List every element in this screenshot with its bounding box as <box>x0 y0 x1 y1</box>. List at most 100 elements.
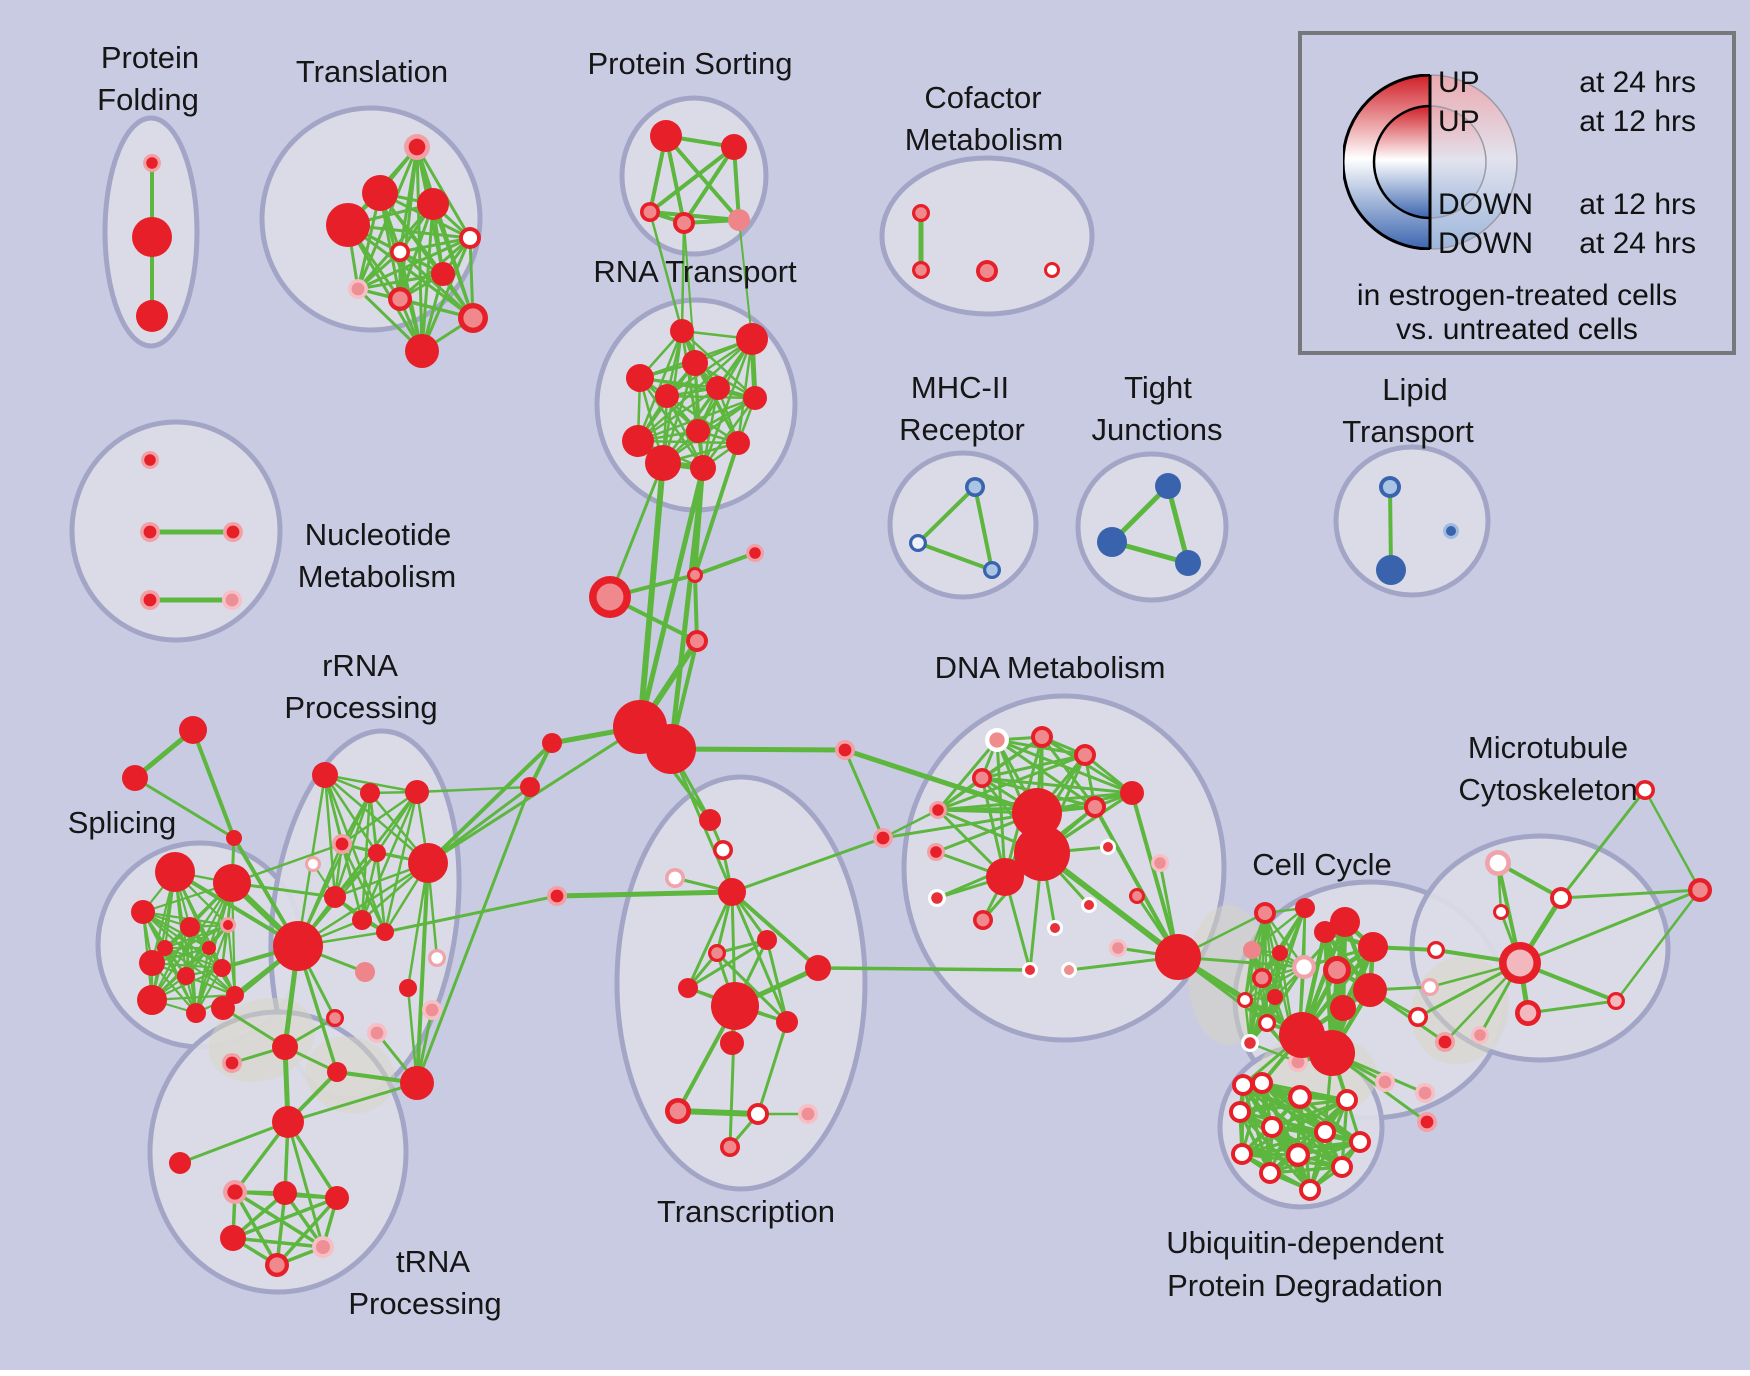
graph-edge <box>426 741 554 865</box>
graph-node-sp12 <box>186 1003 206 1023</box>
graph-node-center-sp5 <box>223 920 233 930</box>
graph-node-center-dm6 <box>932 804 944 816</box>
graph-edge <box>1250 906 1307 952</box>
cluster-label-24: Cytoskeleton <box>1458 772 1637 807</box>
graph-node-center-nm4 <box>143 593 157 607</box>
cluster-label-22: Cell Cycle <box>1252 847 1392 882</box>
graph-node-center-rr11 <box>431 952 443 964</box>
graph-edge <box>765 938 789 1024</box>
graph-node-center-tn1 <box>227 1184 243 1200</box>
graph-edge <box>701 337 754 470</box>
graph-edge <box>296 861 430 948</box>
graph-node-center-ps3 <box>643 205 657 219</box>
graph-node-center-ub12 <box>1262 1165 1278 1181</box>
graph-node-center-tx14 <box>750 1106 766 1122</box>
graph-edge <box>1165 483 1191 566</box>
graph-edge <box>1268 1165 1344 1175</box>
graph-node-center-mid2 <box>749 547 761 559</box>
graph-node-center-tx16 <box>723 1140 737 1154</box>
label-layer: Protein Folding Translation Protein Sorting… <box>68 40 1638 1321</box>
graph-edge <box>1559 788 1647 900</box>
graph-node-center-ps4 <box>676 215 692 231</box>
graph-node-rr13 <box>399 979 417 997</box>
graph-node-center-dm15 <box>931 892 943 904</box>
graph-edge <box>231 1196 339 1240</box>
graph-node-ps1 <box>650 120 682 152</box>
graph-node-rr2 <box>360 783 380 803</box>
graph-edge <box>398 250 475 320</box>
graph-edge <box>675 1108 761 1117</box>
graph-node-rr9 <box>352 910 372 930</box>
graph-node-center-tn5 <box>315 1239 331 1255</box>
cluster-label-9: Tight <box>1124 370 1192 405</box>
graph-edge <box>637 465 706 730</box>
graph-edge <box>275 1191 287 1267</box>
graph-node-center-dm20 <box>1112 942 1124 954</box>
graph-node-center-cc8 <box>1240 995 1250 1005</box>
legend-up-12-dir: UP <box>1438 105 1480 138</box>
graph-edge <box>738 219 753 340</box>
graph-node-center-dm22 <box>1064 965 1074 975</box>
cluster-label-15: rRNA <box>322 648 398 683</box>
graph-edge <box>191 728 236 840</box>
graph-node-center-cc5 <box>1296 959 1312 975</box>
cluster-label-1: Folding <box>97 82 199 117</box>
graph-node-center-ub10 <box>1290 1147 1306 1163</box>
graph-edge <box>693 441 740 577</box>
graph-node-center-dm18 <box>1084 900 1094 910</box>
graph-edge <box>648 145 736 214</box>
graph-node-center-ub8 <box>1352 1134 1368 1150</box>
legend-down-24-time: at 24 hrs <box>1579 227 1696 260</box>
graph-edge <box>665 337 754 398</box>
cluster-mhc-ii-receptor <box>887 450 1039 600</box>
graph-node-hub2 <box>646 724 696 774</box>
graph-node-center-dm13 <box>1103 842 1113 852</box>
graph-edge <box>1298 1095 1312 1192</box>
cluster-lipid-transport <box>1333 444 1491 598</box>
graph-node-center-mt5 <box>1519 1004 1537 1022</box>
graph-node-center-ub6 <box>1264 1119 1280 1135</box>
graph-node-center-tr8 <box>351 282 365 296</box>
graph-edge <box>415 785 532 794</box>
graph-node-ps5 <box>728 209 750 231</box>
graph-node-center-tr1 <box>408 138 426 156</box>
graph-node-center-rr5 <box>308 859 318 869</box>
graph-edge <box>1518 888 1702 965</box>
graph-edge <box>1130 791 1180 959</box>
graph-node-center-nm3 <box>226 525 240 539</box>
graph-edge <box>194 923 230 1015</box>
graph-node-center-tx7 <box>711 947 723 959</box>
graph-node-center-cc28 <box>1420 1115 1434 1129</box>
graph-node-center-nm1 <box>144 454 156 466</box>
graph-node-dm23 <box>1155 934 1201 980</box>
graph-node-tn3 <box>325 1186 349 1210</box>
cluster-label-23: Microtubule <box>1468 730 1628 765</box>
graph-node-tj2 <box>1097 527 1127 557</box>
graph-edge <box>936 738 999 812</box>
graph-node-tx1 <box>699 809 721 831</box>
graph-node-pf3 <box>136 300 168 332</box>
graph-node-center-rr17 <box>225 1056 239 1070</box>
graph-node-tn4 <box>220 1225 246 1251</box>
graph-edge <box>230 842 344 885</box>
graph-edge <box>816 966 1032 972</box>
graph-node-rt11 <box>645 445 681 481</box>
graph-edge <box>682 145 736 225</box>
graph-node-center-tx2 <box>716 843 730 857</box>
graph-node-cc12 <box>1330 907 1360 937</box>
legend-up-24-dir: UP <box>1438 66 1480 99</box>
legend-up-24-time: at 24 hrs <box>1579 66 1696 99</box>
graph-node-center-rr20 <box>425 1003 439 1017</box>
graph-node-center-ub11 <box>1334 1159 1350 1175</box>
graph-node-lt2 <box>1376 555 1406 585</box>
graph-node-rr12 <box>355 962 375 982</box>
graph-node-rt3 <box>626 364 654 392</box>
graph-node-rt7 <box>743 386 767 410</box>
graph-edge <box>1093 805 1180 959</box>
cluster-label-21: DNA Metabolism <box>935 650 1166 685</box>
legend-down-12-time: at 12 hrs <box>1579 188 1696 221</box>
graph-node-cc17 <box>1330 995 1356 1021</box>
graph-edge <box>1526 999 1618 1015</box>
graph-edge <box>936 753 1087 812</box>
graph-node-rr15 <box>211 996 235 1020</box>
